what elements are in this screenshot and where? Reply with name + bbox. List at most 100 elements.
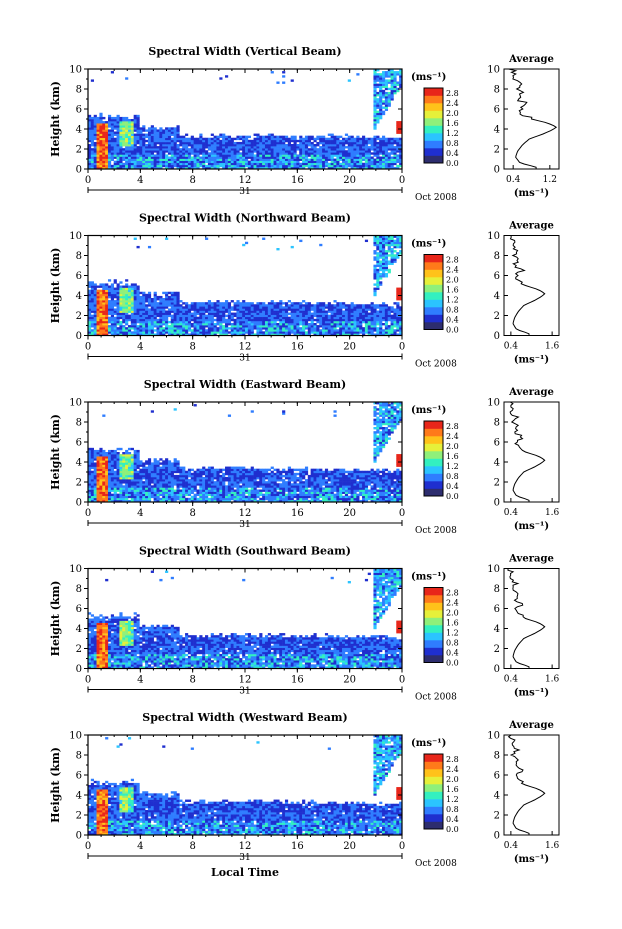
heatmap-cell [90,491,94,494]
heatmap-cell [116,156,120,159]
heatmap-cell [253,327,257,330]
heatmap-cell [176,316,180,320]
y-tick-label: 2 [76,145,82,156]
heatmap-cell [324,164,329,168]
heatmap-cell [125,331,129,334]
heatmap-cell [147,491,152,494]
heatmap-cell [139,156,143,159]
heatmap-cell [99,329,103,332]
heatmap-cell [99,495,103,499]
heatmap-cell [167,139,172,143]
heatmap-cell [379,85,383,89]
heatmap-cell [102,156,106,159]
heatmap-cell [190,164,194,168]
heatmap-cell [227,316,232,320]
heatmap-cell [247,310,251,313]
heatmap-cell [233,329,237,332]
heatmap-cell [193,156,197,159]
heatmap-cell [390,141,394,145]
heatmap-cell [259,323,263,326]
heatmap-cell [250,320,254,324]
heatmap-cell [90,125,94,128]
heatmap-cell [293,139,297,143]
heatmap-cell [356,318,360,322]
heatmap-cell [102,164,106,168]
heatmap-cell [88,495,92,499]
heatmap-cell [133,312,137,315]
heatmap-cell [267,152,271,155]
x-tick-label: 16 [291,342,304,353]
heatmap-cell [302,162,306,166]
heatmap-cell [242,156,246,159]
heatmap-cell [153,158,157,161]
heatmap-cell [162,154,166,157]
heatmap-cell [159,323,163,326]
heatmap-cell [130,495,134,499]
heatmap-cell [99,464,103,467]
heatmap-cell [125,464,129,467]
heatmap-cell [139,148,143,151]
heatmap-cell [199,141,203,145]
heatmap-cell [159,497,163,501]
heatmap-cell [282,146,286,149]
heatmap-cell [133,119,137,122]
heatmap-cell [279,146,283,149]
heatmap-cell [125,131,129,134]
heatmap-cell [376,329,380,332]
heatmap-cell [162,162,166,166]
heatmap-cell [373,85,377,89]
heatmap-cell [262,154,266,157]
heatmap-cell [167,164,172,168]
heatmap-cell [342,306,346,309]
avg-unit: (ms⁻¹) [514,355,549,366]
heatmap-cell [99,133,103,136]
heatmap-cell [227,158,232,161]
heatmap-cell [245,144,249,147]
heatmap-cell [156,483,160,486]
heatmap-cell [376,273,380,276]
heatmap-cell [384,308,389,311]
heatmap-cell [147,474,152,478]
heatmap-cell [390,85,394,89]
heatmap-cell [384,264,389,268]
heatmap-cell [116,298,120,301]
heatmap-cell [145,466,149,469]
heatmap-cell [116,314,120,318]
heatmap-cell [130,318,134,322]
heatmap-cell [110,119,114,122]
heatmap-cell [270,141,274,145]
heatmap-cell [379,141,383,145]
heatmap-cell [102,306,106,309]
heatmap-cell [107,464,112,467]
heatmap-cell [107,279,112,282]
heatmap-cell [133,148,137,151]
heatmap-cell [105,289,109,293]
heatmap-cell [236,164,240,168]
heatmap-cell [193,325,197,328]
heatmap-cell [133,146,137,149]
heatmap-cell [330,308,334,311]
heatmap-cell [116,146,120,149]
heatmap-cell [333,158,337,161]
heatmap-cell [147,483,152,486]
heatmap-cell [370,152,374,155]
avg-y-tick-label: 10 [487,231,500,242]
heatmap-cell [307,148,311,151]
heatmap-cell [367,325,371,328]
heatmap-cell [370,323,374,326]
heatmap-cell [213,152,217,155]
colorbar-tick-label: 1.6 [446,119,459,128]
heatmap-cell [119,148,123,151]
heatmap-cell [253,162,257,166]
avg-y-tick-label: 8 [494,251,500,262]
heatmap-cell [376,264,380,268]
heatmap-cell [379,144,383,147]
heatmap-cell [284,302,289,305]
heatmap-cell [336,312,340,315]
heatmap-cell [262,308,266,311]
heatmap-cell [105,318,109,322]
heatmap-cell [199,333,203,336]
heatmap-cell [202,152,206,155]
heatmap-cell [356,306,360,309]
heatmap-cell [159,314,163,318]
